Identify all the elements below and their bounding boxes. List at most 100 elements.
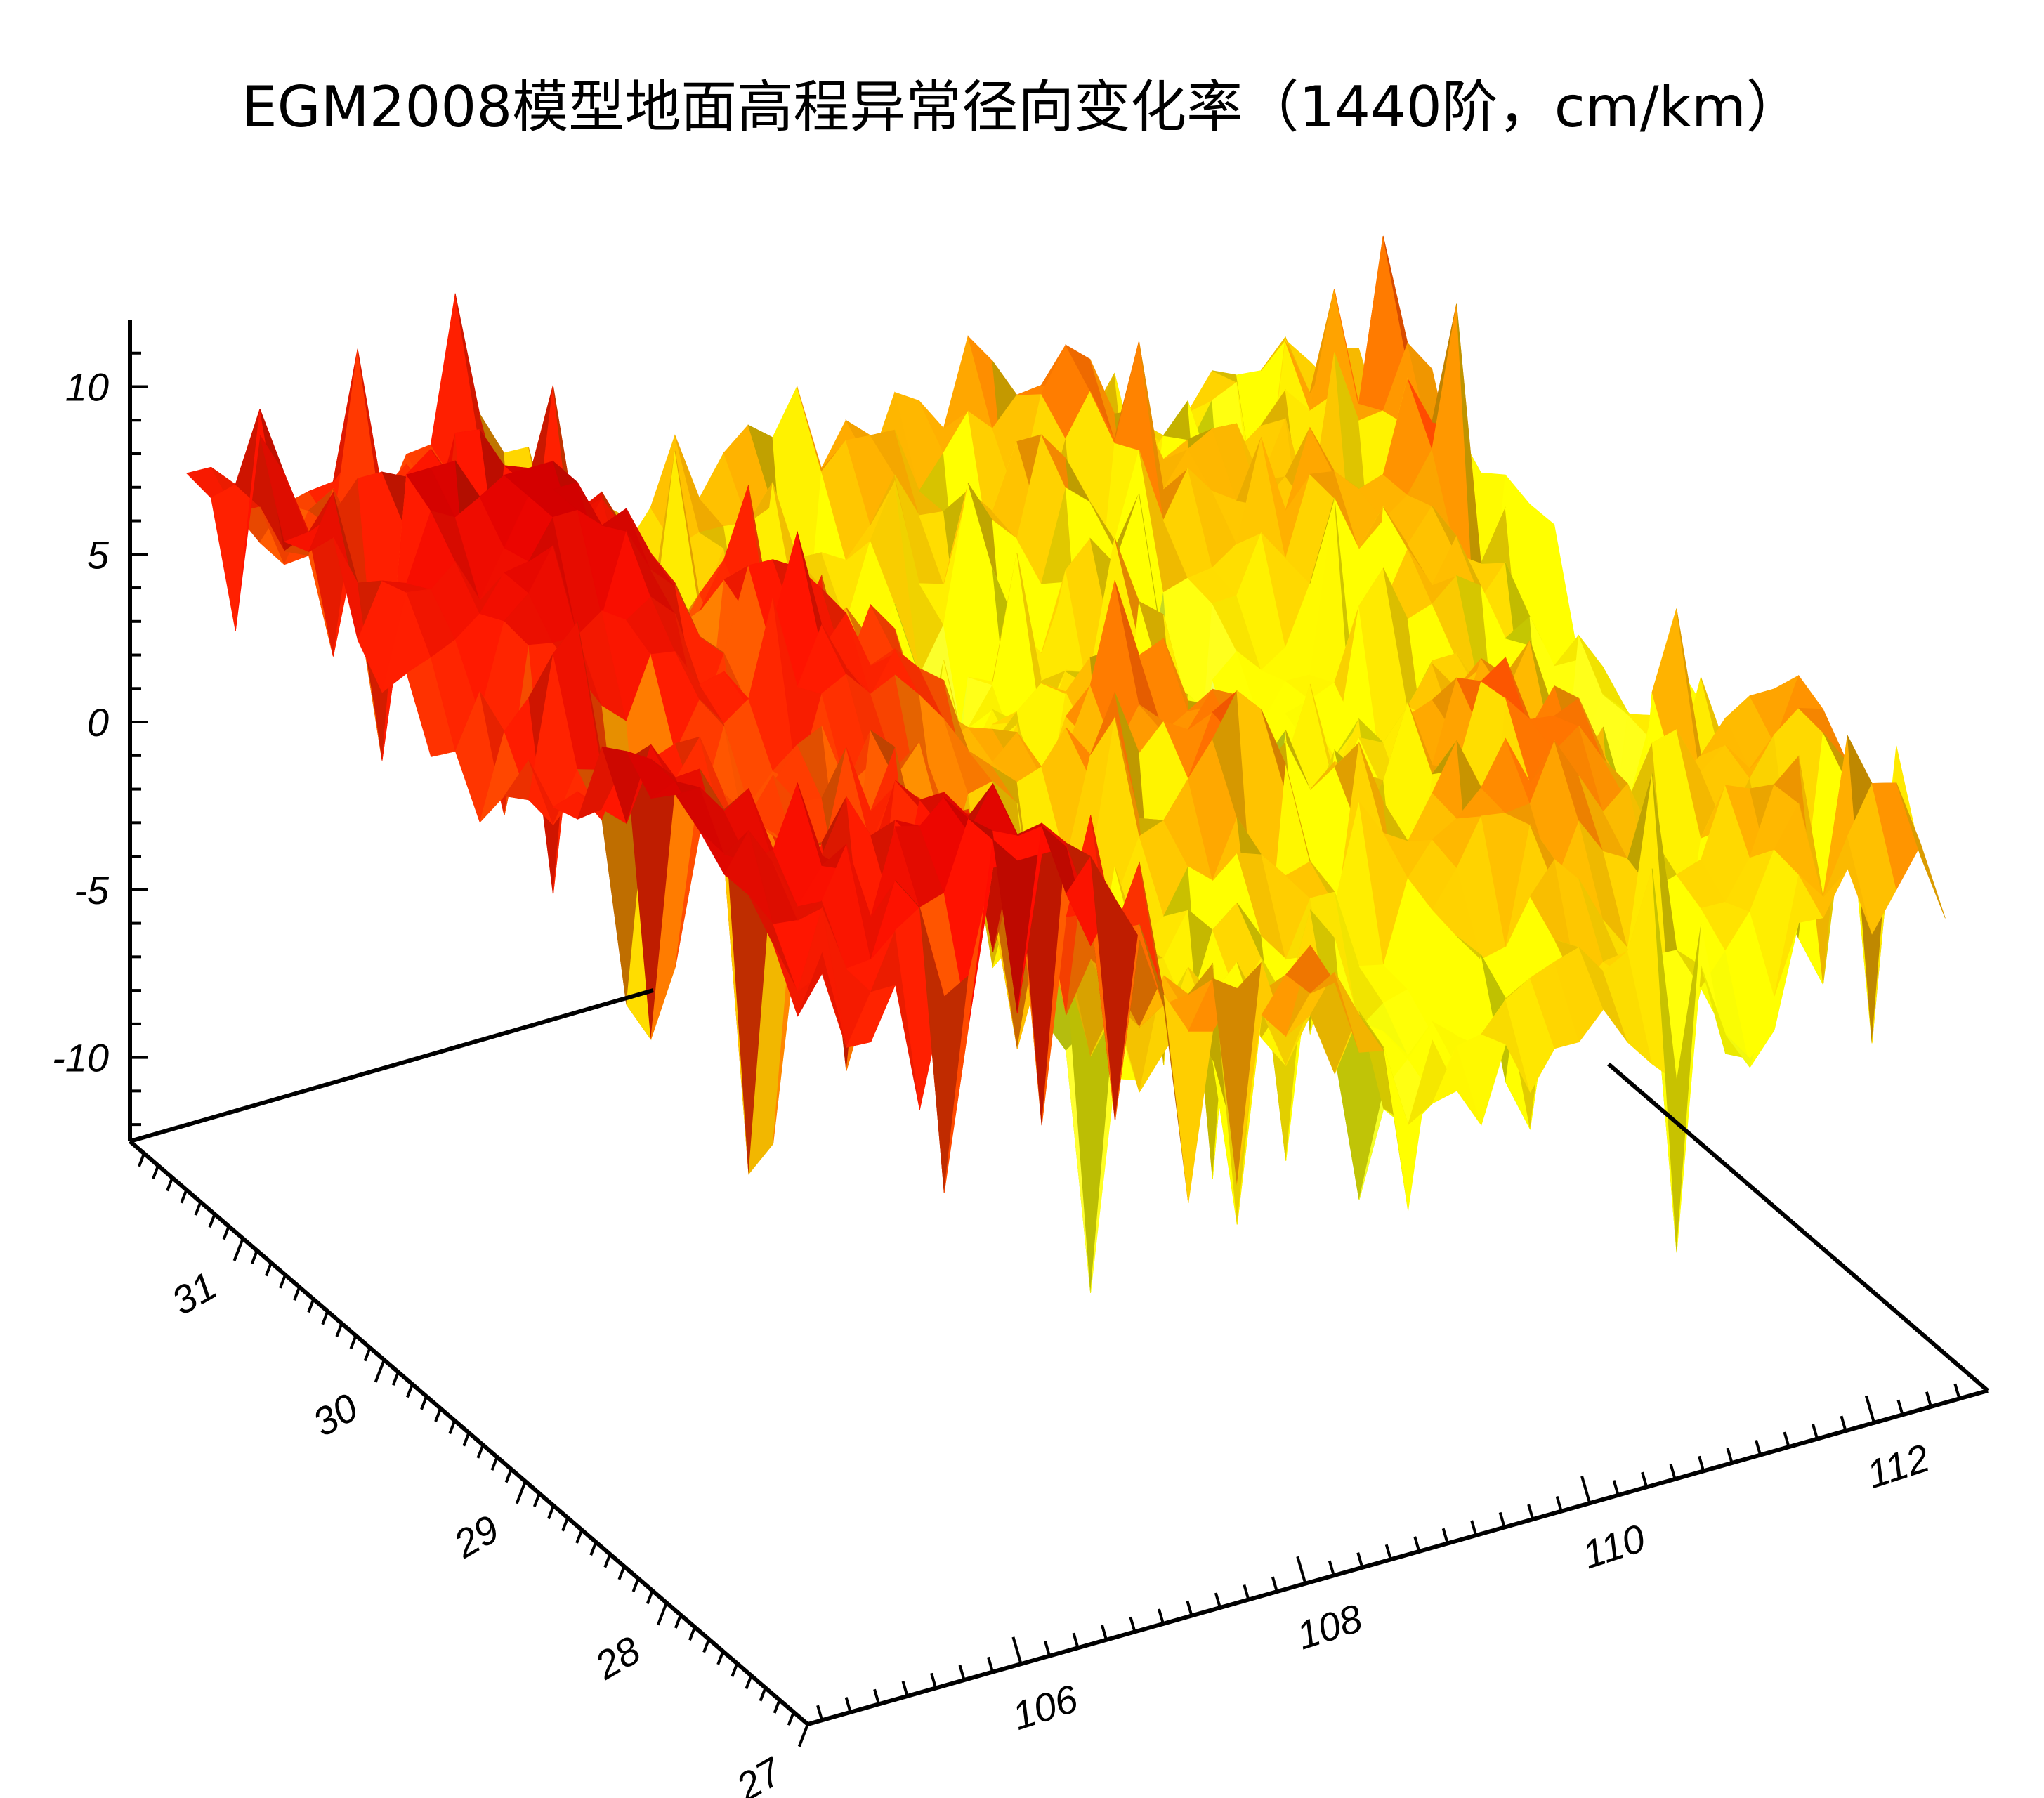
y-tick [617, 1566, 626, 1580]
y-tick [307, 1299, 315, 1313]
x-tick [1214, 1592, 1221, 1608]
x-tick [1840, 1415, 1847, 1431]
y-tick [152, 1164, 160, 1179]
y-tick [589, 1541, 598, 1556]
x-tick [1612, 1480, 1620, 1496]
x-tick [930, 1672, 938, 1689]
x-tick [1726, 1448, 1734, 1464]
y-tick [391, 1371, 400, 1386]
back-y-axis-line [1607, 1062, 1989, 1393]
x-tick-label: 112 [1861, 1436, 1934, 1497]
x-tick [1243, 1584, 1250, 1601]
y-tick [646, 1590, 654, 1605]
x-tick [1413, 1536, 1421, 1552]
x-tick [1755, 1439, 1762, 1456]
x-tick [1328, 1560, 1335, 1576]
z-tick-label: 5 [87, 532, 110, 577]
x-tick [1669, 1464, 1677, 1480]
y-tick [194, 1201, 202, 1216]
y-tick [745, 1675, 753, 1690]
x-tick [1100, 1625, 1108, 1641]
y-tick [731, 1662, 739, 1677]
y-tick [759, 1687, 767, 1702]
x-tick [1356, 1552, 1364, 1568]
y-tick [208, 1214, 216, 1228]
x-tick [1470, 1520, 1478, 1536]
chart-title: EGM2008模型地面高程异常径向变化率（1440阶，cm/km） [242, 74, 1802, 140]
back-x-axis-line [129, 988, 654, 1143]
x-tick [1698, 1455, 1705, 1472]
x-tick [1072, 1632, 1080, 1648]
x-tick [1011, 1636, 1023, 1665]
x-tick [1580, 1476, 1592, 1504]
surface-facet [1896, 782, 1946, 919]
x-tick-label: 106 [1007, 1676, 1083, 1738]
y-tick [250, 1249, 258, 1264]
x-tick-label: 108 [1291, 1596, 1367, 1658]
y-tick-label: 29 [446, 1506, 506, 1566]
x-tick [1044, 1641, 1052, 1657]
y-tick [532, 1492, 541, 1507]
x-tick [1296, 1556, 1307, 1584]
y-tick [504, 1469, 513, 1483]
x-tick [1864, 1395, 1875, 1424]
y-tick [688, 1626, 697, 1641]
y-tick [476, 1444, 485, 1459]
x-tick [901, 1681, 909, 1697]
x-tick [1527, 1504, 1535, 1520]
y-tick [716, 1651, 725, 1665]
x-tick [1157, 1608, 1165, 1625]
y-tick [773, 1699, 781, 1714]
y-tick [321, 1311, 329, 1325]
x-tick [1783, 1431, 1790, 1448]
x-tick [816, 1705, 824, 1721]
z-tick-label: -5 [74, 868, 110, 912]
x-tick [1498, 1511, 1506, 1528]
z-tick-label: 0 [87, 700, 109, 744]
x-tick [1186, 1600, 1193, 1617]
x-tick [1129, 1616, 1136, 1632]
x-tick [1271, 1576, 1278, 1592]
x-tick [1441, 1528, 1449, 1544]
y-tick [279, 1274, 287, 1289]
x-tick [1953, 1383, 1961, 1400]
z-tick-label: -10 [52, 1036, 109, 1080]
y-tick [797, 1724, 809, 1747]
x-axis-line [807, 1389, 1989, 1726]
y-tick [180, 1189, 188, 1204]
x-tick [958, 1665, 966, 1681]
x-tick [1384, 1544, 1392, 1560]
y-tick [138, 1153, 145, 1167]
x-tick [1641, 1471, 1649, 1488]
y-tick [575, 1529, 584, 1544]
y-tick [656, 1602, 668, 1626]
y-tick [515, 1481, 527, 1504]
y-tick [166, 1177, 174, 1192]
y-tick [406, 1384, 414, 1398]
y-tick [374, 1359, 386, 1383]
y-tick [547, 1505, 555, 1520]
y-tick [264, 1262, 273, 1277]
y-tick [434, 1407, 443, 1422]
y-tick-label: 31 [164, 1264, 223, 1324]
y-tick [293, 1286, 301, 1301]
y-tick [561, 1517, 570, 1532]
y-tick [335, 1323, 343, 1337]
y-tick [448, 1419, 457, 1435]
y-tick-label: 27 [728, 1748, 790, 1798]
y-tick-label: 28 [587, 1627, 648, 1688]
y-tick [787, 1711, 795, 1726]
y-tick [674, 1614, 682, 1629]
x-tick [873, 1688, 881, 1705]
y-tick [349, 1334, 358, 1349]
x-tick [987, 1656, 995, 1673]
z-tick-label: 10 [65, 365, 109, 409]
y-tick [363, 1347, 372, 1362]
x-tick-label: 110 [1577, 1516, 1650, 1577]
y-tick [420, 1396, 428, 1410]
x-tick [1925, 1391, 1932, 1407]
y-tick-label: 30 [305, 1385, 365, 1445]
surface-layer [185, 235, 1946, 1293]
